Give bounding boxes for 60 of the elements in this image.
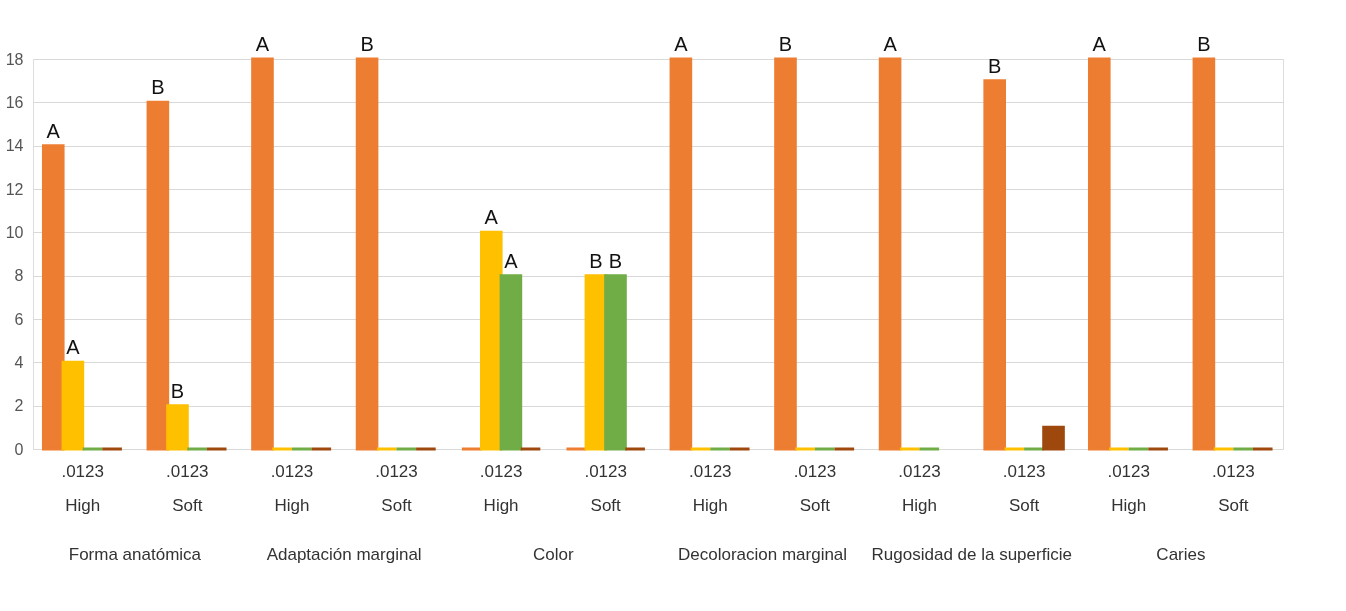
bar [774, 57, 797, 451]
bar [604, 274, 627, 451]
text: Color [533, 545, 574, 564]
data-label: A [504, 249, 519, 272]
data-label: A [674, 33, 689, 55]
x-tick-label: .0123 High [1107, 461, 1150, 515]
text: Adaptación marginal [266, 545, 422, 564]
data-label: A [255, 33, 270, 55]
data-label: A [1092, 33, 1107, 55]
y-tick-label: 10 [5, 223, 24, 241]
x-tick-label: .0123 High [479, 461, 523, 515]
x-tick-label: .0123 Soft [1212, 461, 1255, 515]
data-label: B [170, 379, 185, 402]
y-tick-label: 14 [5, 137, 24, 155]
data-label: B [151, 76, 165, 99]
bar [61, 360, 85, 451]
data-label: B [360, 33, 374, 55]
bar [251, 57, 274, 451]
y-tick-label: 0 [14, 440, 24, 458]
bar [1087, 57, 1111, 451]
y-tick-label: 4 [14, 353, 24, 371]
data-label: B [608, 249, 623, 272]
x-tick-label: .0123 High [898, 461, 941, 515]
text: Decoloracion marginal [677, 545, 848, 564]
data-label: A [484, 206, 499, 229]
data-label: B [1197, 33, 1211, 55]
y-tick-label: 18 [5, 50, 24, 68]
data-label: B [988, 54, 1002, 77]
text: Caries [1156, 545, 1206, 564]
bar [166, 404, 189, 451]
data-label: A [66, 336, 81, 359]
x-tick-label: .0123 Soft [1002, 461, 1046, 515]
bar [146, 100, 170, 451]
y-tick-label: 8 [14, 267, 24, 285]
x-tick-label: .0123 High [61, 461, 104, 515]
bar [1042, 425, 1065, 451]
y-tick-label: 6 [14, 310, 24, 328]
text: Rugosidad de la superficie [871, 545, 1072, 564]
data-label: B [589, 249, 603, 272]
y-tick-label: 12 [5, 180, 24, 198]
x-tick-label: .0123 Soft [584, 461, 627, 515]
bar [878, 57, 902, 451]
bar [499, 274, 523, 451]
x-tick-label: .0123 High [270, 461, 314, 515]
x-tick-label: .0123 Soft [375, 461, 418, 515]
x-tick-label: .0123 Soft [793, 461, 837, 515]
y-tick-label: 16 [5, 93, 24, 111]
bar [41, 144, 65, 451]
text: Forma anatómica [68, 545, 202, 564]
x-tick-label: .0123 Soft [166, 461, 209, 515]
data-label: A [883, 33, 898, 55]
x-tick-label: .0123 High [689, 461, 732, 515]
bar [479, 230, 503, 451]
data-label: A [46, 119, 61, 142]
data-label: B [778, 33, 793, 55]
bar [355, 57, 379, 451]
bar [669, 57, 693, 451]
y-tick-label: 2 [14, 397, 24, 415]
bar [1192, 57, 1216, 451]
bar [983, 79, 1006, 451]
